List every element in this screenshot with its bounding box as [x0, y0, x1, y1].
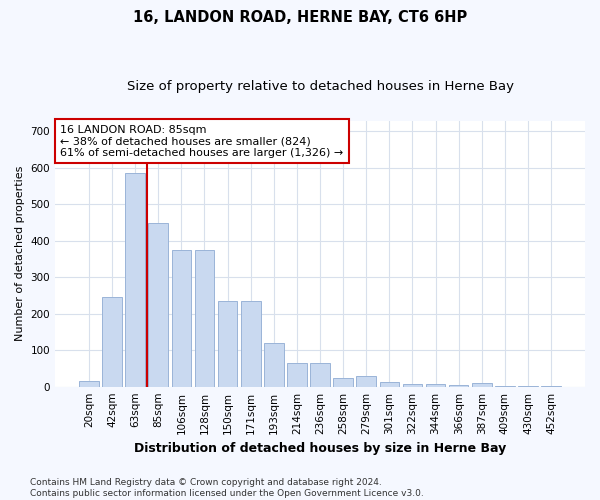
Bar: [426, 384, 445, 386]
Bar: [148, 222, 168, 386]
Bar: [356, 376, 376, 386]
Bar: [241, 301, 260, 386]
Bar: [125, 174, 145, 386]
Bar: [449, 385, 469, 386]
Bar: [334, 378, 353, 386]
Y-axis label: Number of detached properties: Number of detached properties: [15, 166, 25, 342]
Bar: [264, 343, 284, 386]
Bar: [194, 250, 214, 386]
Bar: [403, 384, 422, 386]
Bar: [102, 298, 122, 386]
Bar: [287, 363, 307, 386]
Title: Size of property relative to detached houses in Herne Bay: Size of property relative to detached ho…: [127, 80, 514, 93]
Bar: [218, 301, 238, 386]
Bar: [472, 383, 491, 386]
Text: 16 LANDON ROAD: 85sqm
← 38% of detached houses are smaller (824)
61% of semi-det: 16 LANDON ROAD: 85sqm ← 38% of detached …: [61, 124, 344, 158]
Bar: [79, 381, 99, 386]
Text: 16, LANDON ROAD, HERNE BAY, CT6 6HP: 16, LANDON ROAD, HERNE BAY, CT6 6HP: [133, 10, 467, 25]
Bar: [310, 363, 330, 386]
Bar: [380, 382, 399, 386]
Bar: [172, 250, 191, 386]
Text: Contains HM Land Registry data © Crown copyright and database right 2024.
Contai: Contains HM Land Registry data © Crown c…: [30, 478, 424, 498]
X-axis label: Distribution of detached houses by size in Herne Bay: Distribution of detached houses by size …: [134, 442, 506, 455]
